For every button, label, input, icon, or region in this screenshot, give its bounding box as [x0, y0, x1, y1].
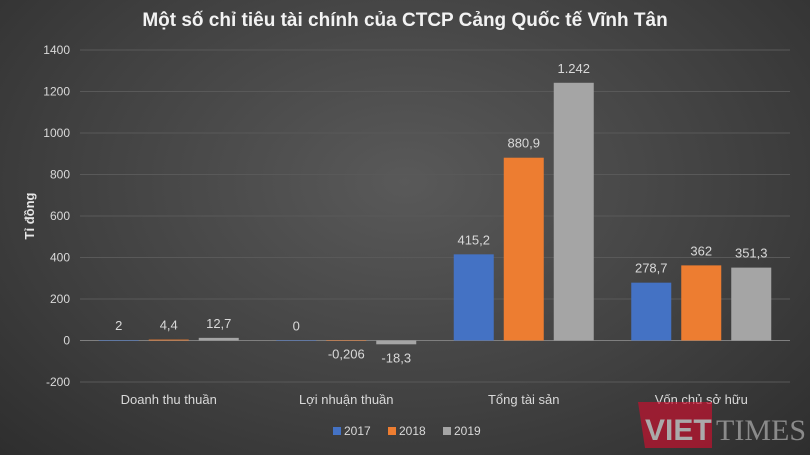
data-label: 362: [690, 243, 712, 258]
y-axis-label: Tỉ đồng: [22, 192, 37, 239]
legend-label: 2018: [399, 424, 426, 438]
data-label: -0,206: [328, 347, 365, 362]
data-label: 880,9: [507, 136, 540, 151]
legend-swatch-2017: [333, 427, 341, 435]
legend-swatch-2019: [443, 427, 451, 435]
data-label: 415,2: [457, 232, 490, 247]
x-category-label: Lợi nhuận thuần: [299, 392, 394, 407]
y-tick-label: 1200: [43, 85, 70, 99]
viettimes-watermark: VIET TIMES: [638, 402, 806, 448]
bar-2019: [553, 82, 594, 341]
svg-text:VIET: VIET: [645, 414, 712, 447]
data-label: 0: [293, 319, 300, 334]
svg-text:TIMES: TIMES: [716, 414, 806, 447]
bar-2018: [503, 157, 544, 341]
x-category-label: Tổng tài sản: [488, 392, 560, 407]
bar-2019: [731, 267, 772, 341]
y-tick-label: 200: [50, 292, 70, 306]
chart-title: Một số chỉ tiêu tài chính của CTCP Cảng …: [142, 10, 667, 31]
bar-2019: [198, 337, 239, 341]
bar-2017: [453, 254, 494, 341]
y-tick-label: 0: [63, 334, 70, 348]
y-tick-label: 1400: [43, 43, 70, 57]
data-label: 1.242: [557, 61, 590, 76]
legend-swatch-2018: [388, 427, 396, 435]
bar-2017: [98, 340, 139, 341]
y-tick-label: 1000: [43, 126, 70, 140]
legend-label: 2017: [344, 424, 371, 438]
data-label: 4,4: [160, 318, 178, 333]
y-tick-label: -200: [46, 375, 70, 389]
y-tick-label: 600: [50, 209, 70, 223]
legend-label: 2019: [454, 424, 481, 438]
data-label: -18,3: [381, 350, 411, 365]
data-label: 12,7: [206, 316, 231, 331]
y-tick-label: 400: [50, 251, 70, 265]
bar-2018: [681, 265, 722, 341]
data-label: 278,7: [635, 261, 668, 276]
bar-2017: [276, 340, 317, 341]
bar-2017: [631, 282, 672, 341]
data-label: 351,3: [735, 246, 768, 261]
data-label: 2: [115, 318, 122, 333]
x-category-label: Doanh thu thuần: [121, 392, 217, 407]
bar-2018: [148, 339, 189, 341]
bar-2019: [376, 340, 417, 345]
y-tick-label: 800: [50, 168, 70, 182]
bar-2018: [326, 340, 367, 341]
